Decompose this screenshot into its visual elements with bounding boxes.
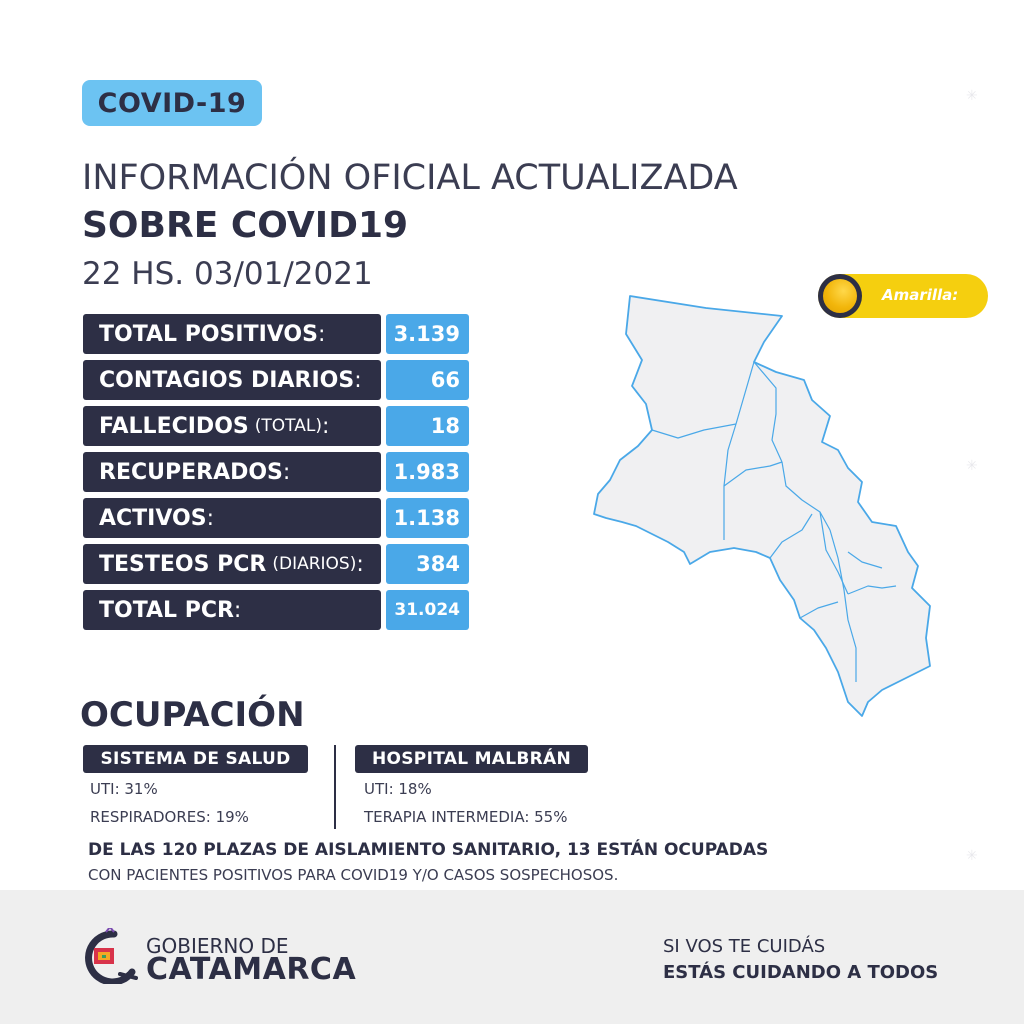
catamarca-logo-icon	[85, 928, 138, 984]
gov-line2: CATAMARCA	[146, 952, 357, 987]
stat-row-total-pcr: TOTAL PCR: 31.024	[83, 590, 469, 630]
stat-label: CONTAGIOS DIARIOS:	[83, 360, 381, 400]
covid-badge: COVID-19	[82, 80, 262, 126]
slogan-line2: ESTÁS CUIDANDO A TODOS	[663, 962, 939, 983]
stat-value: 18	[386, 406, 469, 446]
slogan-line1: SI VOS TE CUIDÁS	[663, 936, 826, 957]
stat-label: TESTEOS PCR (DIARIOS):	[83, 544, 381, 584]
stat-row-total-positivos: TOTAL POSITIVOS: 3.139	[83, 314, 469, 354]
aislamiento-note: CON PACIENTES POSITIVOS PARA COVID19 Y/O…	[88, 866, 619, 884]
sistema-uti: UTI: 31%	[90, 780, 158, 798]
stat-colon: :	[206, 505, 214, 531]
sparkle-icon: ✳	[966, 458, 978, 474]
gov-line1: GOBIERNO DE	[146, 934, 289, 958]
sparkle-icon: ✳	[966, 848, 978, 864]
hospital-malbran-tag: HOSPITAL MALBRÁN	[355, 745, 588, 773]
stat-sub-text: (DIARIOS)	[272, 554, 357, 574]
stat-sub-text: (TOTAL)	[254, 416, 322, 436]
footer-band	[0, 890, 1024, 1024]
stat-label-text: TESTEOS PCR	[99, 551, 267, 577]
stat-label-text: CONTAGIOS DIARIOS	[99, 367, 355, 393]
stat-row-recuperados: RECUPERADOS: 1.983	[83, 452, 469, 492]
sparkle-icon: ✳	[966, 88, 978, 104]
stat-label-text: RECUPERADOS	[99, 459, 283, 485]
report-date: 22 HS. 03/01/2021	[82, 256, 373, 292]
stat-label: FALLECIDOS (TOTAL):	[83, 406, 381, 446]
hospital-terapia: TERAPIA INTERMEDIA: 55%	[364, 808, 568, 826]
stat-label: RECUPERADOS:	[83, 452, 381, 492]
stat-label: ACTIVOS:	[83, 498, 381, 538]
stat-value: 1.983	[386, 452, 469, 492]
hospital-uti: UTI: 18%	[364, 780, 432, 798]
stat-value: 66	[386, 360, 469, 400]
stat-label-text: FALLECIDOS	[99, 413, 249, 439]
stat-row-activos: ACTIVOS: 1.138	[83, 498, 469, 538]
stat-row-fallecidos: FALLECIDOS (TOTAL): 18	[83, 406, 469, 446]
catamarca-map-icon	[593, 295, 931, 717]
sistema-respiradores: RESPIRADORES: 19%	[90, 808, 249, 826]
title-line2: SOBRE COVID19	[82, 205, 409, 246]
aislamiento-note-bold: DE LAS 120 PLAZAS DE AISLAMIENTO SANITAR…	[88, 840, 769, 860]
title-line1: INFORMACIÓN OFICIAL ACTUALIZADA	[82, 158, 738, 198]
stat-value: 31.024	[386, 590, 469, 630]
stat-colon: :	[317, 321, 326, 347]
stat-row-testeos-pcr: TESTEOS PCR (DIARIOS): 384	[83, 544, 469, 584]
sistema-salud-tag: SISTEMA DE SALUD	[83, 745, 308, 773]
stat-label-text: TOTAL POSITIVOS	[99, 321, 318, 347]
stat-label-text: ACTIVOS	[99, 505, 207, 531]
status-pill: Amarilla:	[818, 274, 988, 318]
stat-colon: :	[356, 551, 364, 577]
stat-label-text: TOTAL PCR	[99, 597, 234, 623]
stat-value: 1.138	[386, 498, 469, 538]
stat-label: TOTAL PCR:	[83, 590, 381, 630]
stat-row-contagios-diarios: CONTAGIOS DIARIOS: 66	[83, 360, 469, 400]
status-label: Amarilla:	[882, 286, 959, 304]
ocupacion-title: OCUPACIÓN	[80, 695, 305, 735]
stat-value: 384	[386, 544, 469, 584]
stat-colon: :	[233, 597, 242, 623]
sun-icon	[818, 274, 862, 318]
stat-label: TOTAL POSITIVOS:	[83, 314, 381, 354]
column-divider	[334, 745, 336, 829]
stat-colon: :	[282, 459, 291, 485]
stat-colon: :	[321, 413, 330, 439]
stat-value: 3.139	[386, 314, 469, 354]
stat-colon: :	[354, 367, 362, 393]
